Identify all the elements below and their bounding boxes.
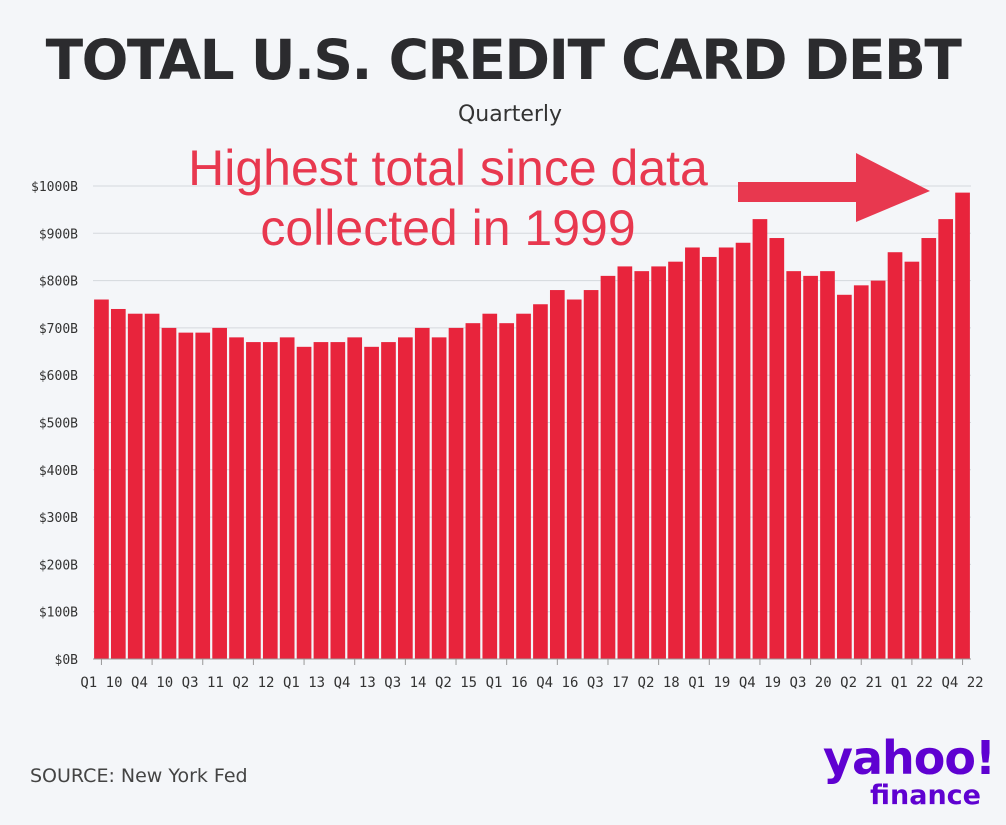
x-tick-label: Q4 22 xyxy=(941,675,983,691)
bar-q3-19 xyxy=(735,242,751,659)
bar-q2-15 xyxy=(448,327,464,659)
bar-q4-12 xyxy=(279,337,295,659)
bar-q4-17 xyxy=(617,266,633,659)
bar-q2-19 xyxy=(718,247,734,660)
bar-q2-16 xyxy=(516,313,531,659)
bar-q1-19 xyxy=(701,256,717,659)
bar-q4-22 xyxy=(955,192,970,659)
source-note: SOURCE: New York Fed xyxy=(30,765,248,787)
y-tick-label: $0B xyxy=(55,653,79,668)
x-tick-label: Q2 12 xyxy=(232,675,274,691)
x-tick-label: Q1 19 xyxy=(688,675,730,691)
y-tick-label: $400B xyxy=(39,464,78,479)
bar-q1-22 xyxy=(904,261,920,659)
x-tick-label: Q3 20 xyxy=(790,675,832,691)
bar-q2-18 xyxy=(651,266,666,659)
bar-q1-21 xyxy=(837,294,852,659)
bar-q2-22 xyxy=(921,238,937,659)
bar-q2-21 xyxy=(853,285,869,659)
bar-q4-14 xyxy=(414,327,430,659)
bar-q1-17 xyxy=(566,299,582,659)
bar-q4-11 xyxy=(212,327,227,659)
bar-q3-13 xyxy=(330,342,346,659)
bar-q4-18 xyxy=(685,247,700,660)
y-tick-label: $900B xyxy=(39,227,78,242)
bar-q3-16 xyxy=(533,304,548,659)
bar-q1-20 xyxy=(769,238,785,659)
bar-q3-10 xyxy=(127,313,143,659)
arrow-head xyxy=(856,153,930,222)
yahoo-finance-logo: yahoo! finance xyxy=(815,731,996,811)
x-tick-label: Q2 21 xyxy=(840,675,882,691)
x-tick-label: Q1 10 xyxy=(80,675,122,691)
bar-q4-20 xyxy=(820,271,835,659)
bar-q3-17 xyxy=(600,275,616,659)
x-axis: Q1 10 Q4 10 Q3 11 Q2 12 Q1 13 Q4 13 Q3 14 Q2 15… xyxy=(80,658,984,691)
y-axis: $0B $100B $200B $300B $400B $500B $600B $700B $8… xyxy=(31,180,78,668)
bar-q1-15 xyxy=(431,337,447,659)
bar-q1-10 xyxy=(94,299,109,659)
annotation-line-2: collected in 1999 xyxy=(260,200,636,256)
logo-sub-text: finance xyxy=(870,780,981,811)
logo-main-text: yahoo! xyxy=(823,731,996,785)
bar-q3-14 xyxy=(398,337,413,659)
bar-q2-10 xyxy=(110,308,126,659)
bar-q1-11 xyxy=(161,327,177,659)
x-tick-label: Q4 16 xyxy=(536,675,578,691)
bar-q2-12 xyxy=(246,342,261,659)
annotation-arrow-icon xyxy=(738,153,930,222)
chart-title: TOTAL U.S. CREDIT CARD DEBT xyxy=(45,28,962,92)
x-tick-label: Q2 18 xyxy=(638,675,680,691)
bar-q4-19 xyxy=(752,219,768,660)
bar-q3-20 xyxy=(803,275,818,659)
y-tick-label: $300B xyxy=(39,511,78,526)
x-tick-label: Q1 22 xyxy=(891,675,933,691)
bar-q2-14 xyxy=(381,342,396,659)
y-tick-label: $700B xyxy=(39,322,78,337)
bar-q1-14 xyxy=(364,346,379,659)
y-tick-label: $1000B xyxy=(31,180,78,195)
y-tick-label: $800B xyxy=(39,275,78,290)
bar-q2-20 xyxy=(786,271,802,659)
bar-q1-18 xyxy=(634,271,650,659)
bar-q4-13 xyxy=(347,337,363,659)
y-tick-label: $600B xyxy=(39,369,78,384)
chart-subtitle: Quarterly xyxy=(457,102,563,127)
x-tick-label: Q3 14 xyxy=(384,675,426,691)
bar-q3-18 xyxy=(668,261,683,659)
x-tick-label: Q4 19 xyxy=(739,675,781,691)
bar-q3-15 xyxy=(465,323,481,659)
x-tick-label: Q3 11 xyxy=(182,675,224,691)
bar-q3-12 xyxy=(262,342,278,659)
bars xyxy=(94,192,970,660)
bar-q2-11 xyxy=(178,332,194,659)
annotation-text: Highest total since data collected in 19… xyxy=(148,138,748,258)
x-tick-label: Q1 13 xyxy=(283,675,325,691)
bar-q1-16 xyxy=(499,323,515,659)
bar-q3-22 xyxy=(938,219,954,660)
bar-q1-13 xyxy=(296,346,312,659)
bar-q4-21 xyxy=(887,252,903,659)
arrow-shaft xyxy=(738,182,863,202)
bar-q2-17 xyxy=(583,290,599,659)
x-tick-label: Q2 15 xyxy=(435,675,477,691)
bar-q3-21 xyxy=(870,280,886,659)
bar-q2-13 xyxy=(313,342,329,659)
y-tick-label: $500B xyxy=(39,417,78,432)
y-tick-label: $100B xyxy=(39,606,78,621)
x-tick-label: Q3 17 xyxy=(587,675,629,691)
y-tick-label: $200B xyxy=(39,558,78,573)
bar-q4-15 xyxy=(482,313,498,659)
bar-q4-10 xyxy=(144,313,160,659)
bar-q1-12 xyxy=(229,337,244,659)
bar-q3-11 xyxy=(195,332,211,659)
x-tick-label: Q4 13 xyxy=(334,675,376,691)
x-tick-label: Q4 10 xyxy=(131,675,173,691)
bar-q4-16 xyxy=(549,290,565,659)
annotation-line-1: Highest total since data xyxy=(188,140,708,196)
x-tick-label: Q1 16 xyxy=(486,675,528,691)
